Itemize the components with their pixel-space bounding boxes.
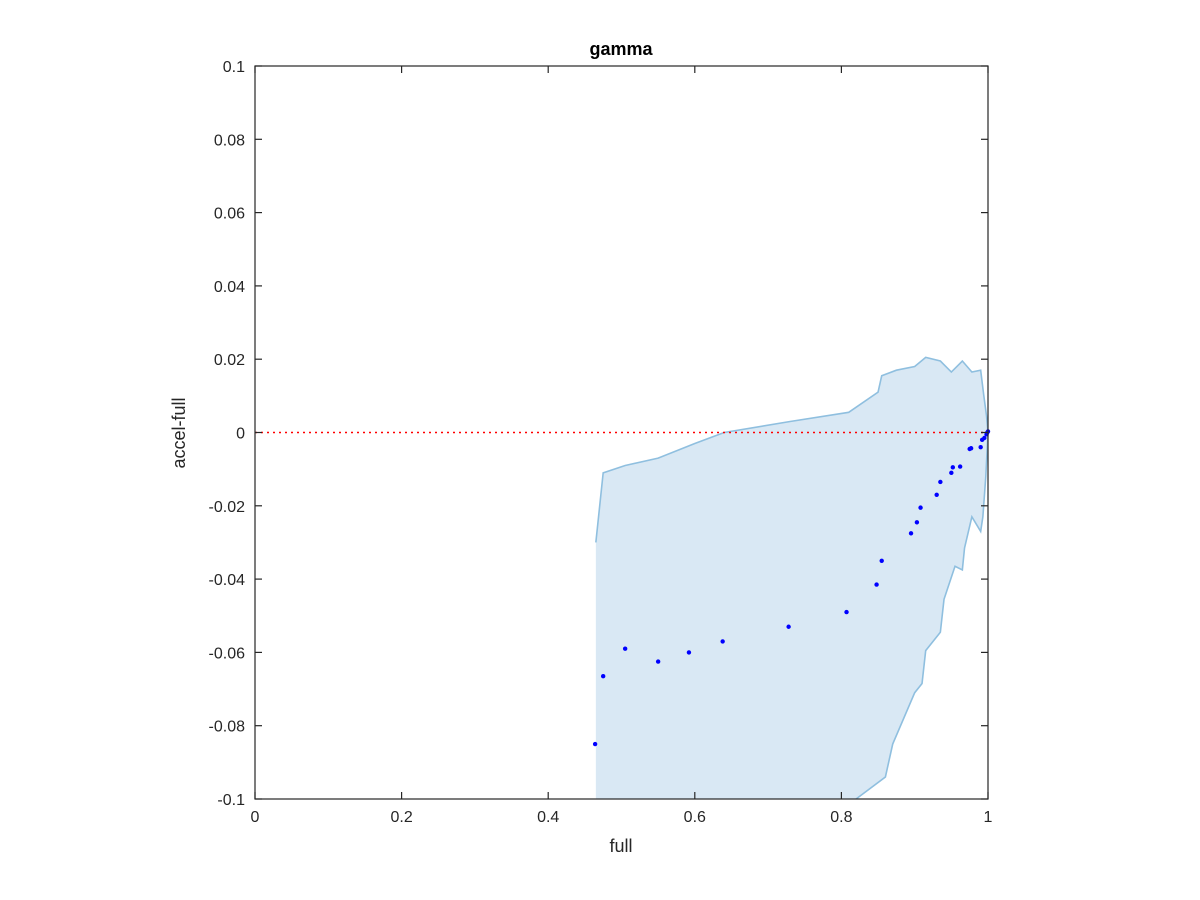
y-axis-label: accel-full: [169, 397, 189, 468]
data-point: [949, 470, 954, 476]
data-point: [950, 465, 956, 470]
y-tick-label: 0.02: [214, 352, 245, 369]
data-point: [600, 674, 606, 679]
y-tick-label: 0.1: [223, 59, 245, 76]
data-point: [622, 646, 628, 651]
axes-layer: [254, 65, 989, 800]
y-tick-label: 0.08: [214, 132, 245, 149]
data-point: [934, 492, 939, 498]
data-point: [686, 650, 692, 655]
data-point: [874, 582, 879, 587]
band-lower-edge: [855, 432, 989, 800]
data-point: [918, 505, 923, 510]
x-tick-label: 0.8: [830, 809, 852, 826]
x-tick-label: 0: [251, 809, 260, 826]
chart-title: gamma: [589, 39, 653, 59]
data-point: [908, 531, 914, 536]
y-tick-label: -0.08: [209, 719, 246, 736]
confidence-band-layer: [595, 356, 989, 800]
data-point: [957, 464, 963, 469]
y-tick-label: 0: [236, 426, 245, 443]
band-upper-edge: [595, 356, 989, 543]
y-tick-label: 0.04: [214, 279, 245, 296]
data-point: [592, 741, 598, 747]
data-point: [879, 558, 884, 563]
y-tick-label: -0.04: [209, 572, 246, 589]
y-tick-label: -0.02: [209, 499, 246, 516]
x-tick-label: 1: [984, 809, 993, 826]
y-tick-label: -0.06: [209, 645, 246, 662]
x-tick-label: 0.4: [537, 809, 559, 826]
data-points-layer: [592, 429, 991, 747]
data-point: [786, 624, 791, 629]
x-tick-label: 0.6: [684, 809, 706, 826]
confidence-band-fill: [595, 357, 988, 799]
data-point: [720, 639, 725, 644]
data-point: [982, 435, 987, 441]
x-axis-label: full: [609, 836, 632, 856]
data-point: [978, 444, 983, 450]
data-point: [655, 659, 661, 664]
tick-labels-layer: 0 0.2 0.4 0.6 0.8 1 -0.1 -0.08 -0.06 -0.04 -0.02 0 0…: [209, 59, 993, 826]
data-point: [938, 479, 943, 485]
data-point: [914, 520, 920, 525]
data-point: [844, 609, 849, 615]
y-tick-label: -0.1: [217, 792, 245, 809]
x-tick-label: 0.2: [390, 809, 412, 826]
data-point: [968, 446, 974, 451]
y-tick-label: 0.06: [214, 206, 245, 223]
